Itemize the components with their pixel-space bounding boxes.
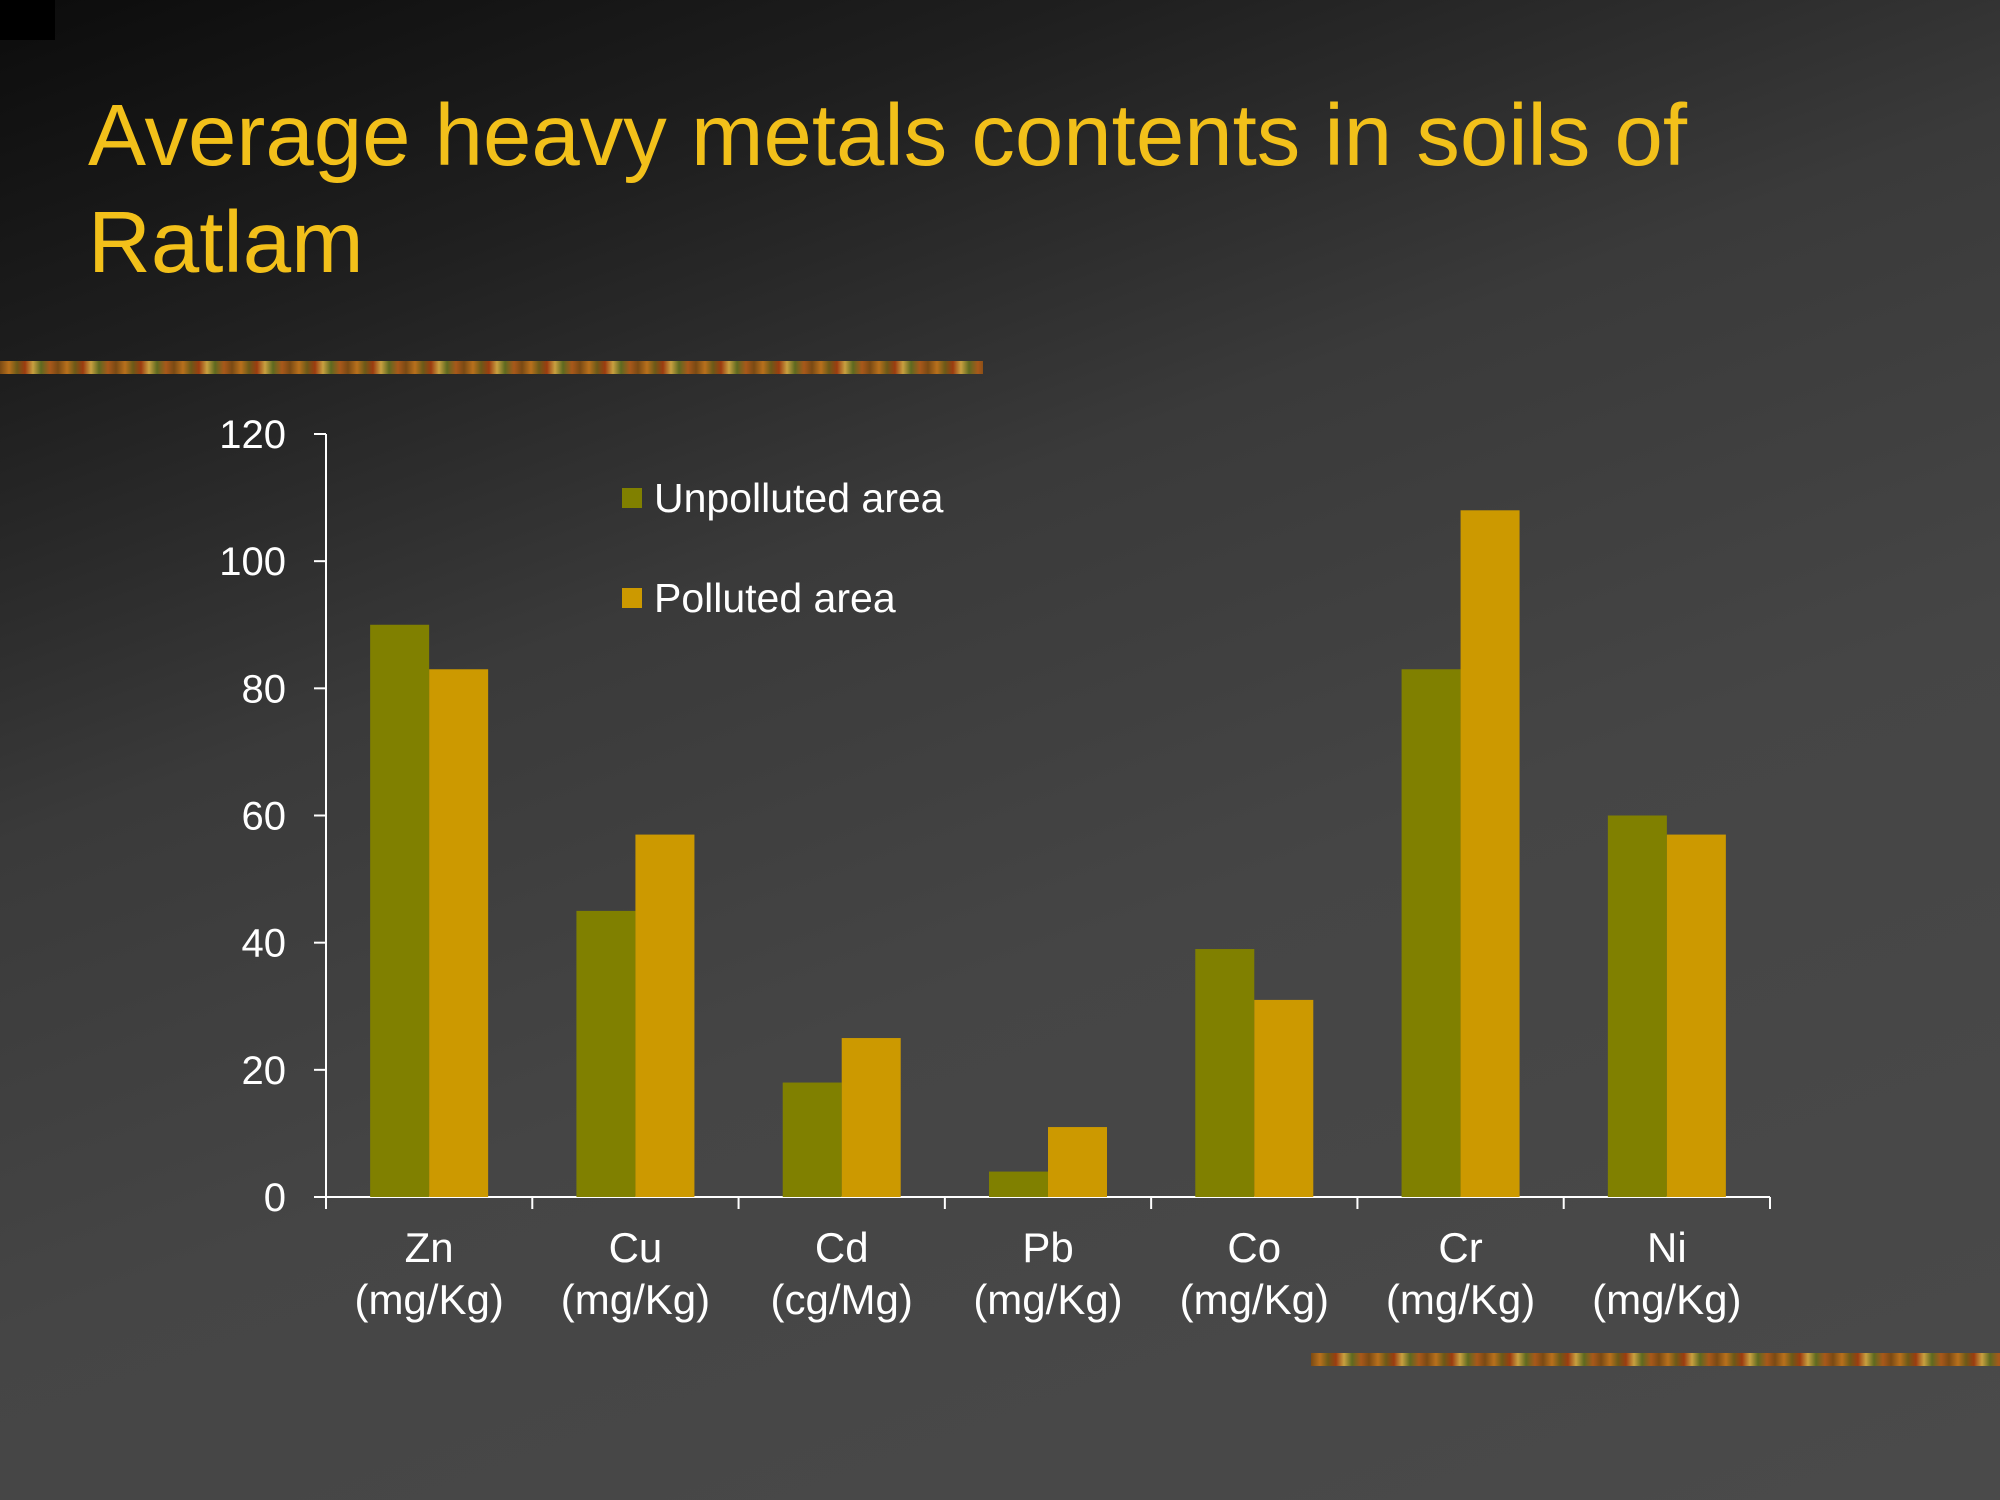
bar-polluted	[1048, 1127, 1107, 1197]
x-category-label: Co (mg/Kg)	[1180, 1224, 1329, 1323]
bar-polluted	[1254, 999, 1314, 1197]
legend-label: Polluted area	[654, 575, 896, 621]
bar-polluted	[1460, 510, 1520, 1197]
decorative-stripe-top	[0, 361, 983, 374]
bar-unpolluted	[576, 910, 636, 1197]
bars	[370, 510, 1726, 1197]
bar-polluted	[841, 1038, 901, 1197]
x-category-label: Zn (mg/Kg)	[354, 1224, 503, 1323]
legend-label: Unpolluted area	[654, 475, 944, 521]
bar-polluted	[635, 834, 695, 1197]
bar-unpolluted	[989, 1171, 1048, 1197]
slide-title: Average heavy metals contents in soils o…	[88, 87, 1688, 291]
y-tick-label: 0	[264, 1176, 286, 1220]
y-axis: 0 20 40 60 80 100 120	[219, 413, 327, 1220]
bar-unpolluted	[1195, 949, 1255, 1197]
y-tick-label: 20	[242, 1049, 287, 1093]
x-category-label: Pb (mg/Kg)	[973, 1224, 1122, 1323]
bar-unpolluted	[370, 624, 430, 1197]
bar-polluted	[1666, 834, 1726, 1197]
legend-swatch	[622, 488, 642, 508]
bar-unpolluted	[1401, 669, 1461, 1197]
x-category-label: Cu (mg/Kg)	[561, 1224, 710, 1323]
y-tick-label: 120	[219, 413, 286, 457]
x-category-label: Cr (mg/Kg)	[1386, 1224, 1535, 1323]
y-tick-label: 40	[242, 922, 287, 966]
bar-unpolluted	[782, 1082, 842, 1197]
decorative-stripe-bottom	[1311, 1353, 2000, 1366]
corner-mark	[0, 0, 55, 40]
x-category-label: Cd (cg/Mg)	[771, 1224, 913, 1323]
bar-unpolluted	[1607, 815, 1667, 1197]
y-tick-label: 60	[242, 795, 287, 839]
y-tick-label: 80	[242, 667, 287, 711]
legend: Unpolluted area Polluted area	[622, 475, 944, 621]
bar-polluted	[429, 669, 489, 1197]
y-tick-label: 100	[219, 540, 286, 584]
x-axis: Zn (mg/Kg) Cu (mg/Kg) Cd (cg/Mg) Pb (mg/Kg) Co (m…	[325, 1196, 1771, 1323]
x-category-label: Ni (mg/Kg)	[1592, 1224, 1741, 1323]
legend-swatch	[622, 588, 642, 608]
